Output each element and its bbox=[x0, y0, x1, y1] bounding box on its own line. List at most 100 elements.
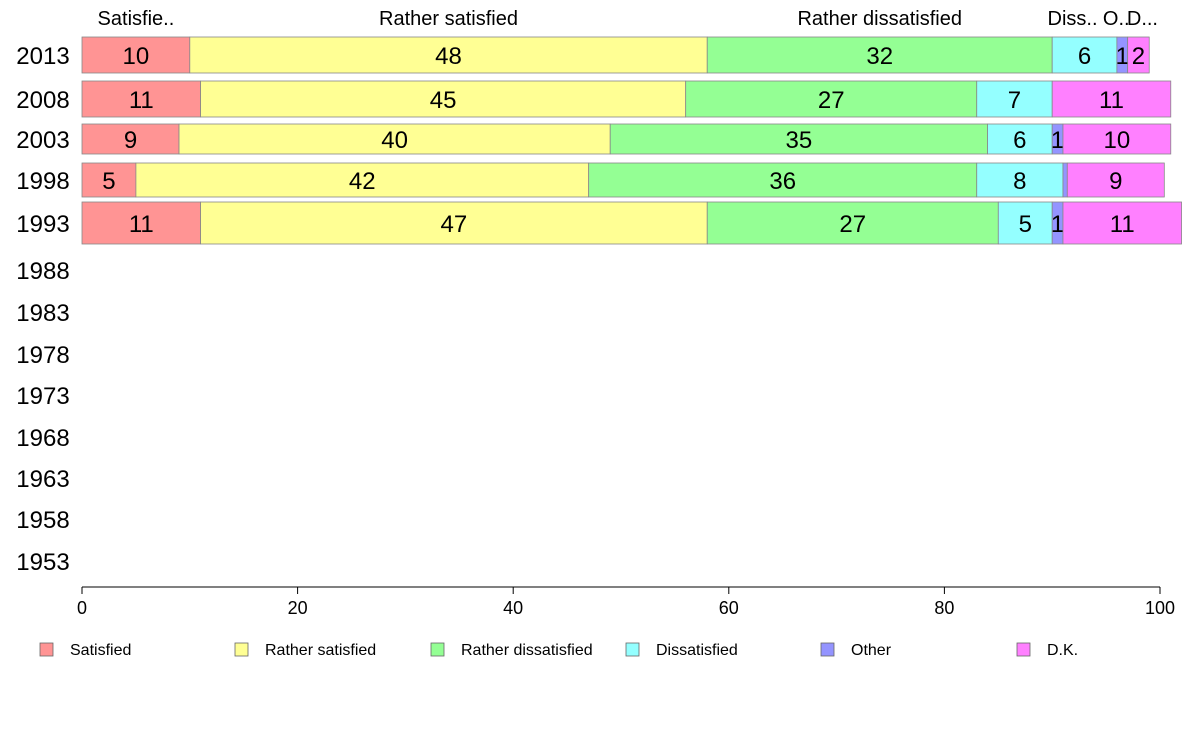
legend-swatch bbox=[234, 642, 249, 657]
bar-segment bbox=[1062, 201, 1182, 245]
bar-segment bbox=[997, 201, 1053, 245]
top-column-label: Rather dissatisfied bbox=[797, 8, 962, 30]
bar-segment bbox=[200, 201, 708, 245]
year-axis-labels: 2013 2008 2003 1998 1993 1988 1983 1978 1973 1968… bbox=[16, 43, 69, 576]
legend-label: Rather dissatisfied bbox=[461, 642, 593, 659]
top-column-labels: Satisfie.. Rather satisfied Rather dissati… bbox=[98, 8, 1158, 30]
segment-value-label: 48 bbox=[435, 43, 462, 70]
bar-segment bbox=[81, 162, 137, 198]
legend-item: Satisfied bbox=[39, 642, 131, 659]
legend-swatch bbox=[820, 642, 835, 657]
top-column-label: D... bbox=[1127, 8, 1158, 30]
segment-value-label: 1 bbox=[1051, 127, 1064, 154]
bar-segment bbox=[81, 80, 201, 118]
year-label: 1988 bbox=[16, 258, 69, 285]
bar-segment bbox=[1062, 162, 1068, 198]
year-label: 1968 bbox=[16, 425, 69, 452]
segment-value-label: 9 bbox=[1109, 168, 1122, 195]
bar-segment bbox=[1127, 36, 1150, 74]
x-tick-label: 100 bbox=[1145, 598, 1175, 618]
legend-item: Rather satisfied bbox=[234, 642, 376, 659]
legend-item: D.K. bbox=[1016, 642, 1078, 659]
segment-value-label: 47 bbox=[441, 211, 468, 238]
x-tick-label: 80 bbox=[934, 598, 954, 618]
bar-segment bbox=[81, 123, 180, 155]
year-label: 2008 bbox=[16, 87, 69, 114]
bar-row: 10 48 32 6 1 2 bbox=[81, 36, 1150, 74]
legend-item: Rather dissatisfied bbox=[430, 642, 593, 659]
bar-segment bbox=[178, 123, 611, 155]
bar-segment bbox=[976, 80, 1053, 118]
bar-segment bbox=[1066, 162, 1165, 198]
segment-value-label: 10 bbox=[123, 43, 150, 70]
x-tick-label: 0 bbox=[77, 598, 87, 618]
segment-value-label: 11 bbox=[1099, 87, 1124, 114]
segment-value-label: 11 bbox=[1110, 211, 1135, 238]
segment-value-label: 2 bbox=[1132, 43, 1145, 70]
year-label: 2013 bbox=[16, 43, 69, 70]
top-column-label: Satisfie.. bbox=[98, 8, 175, 30]
legend-item: Dissatisfied bbox=[625, 642, 738, 659]
legend: Satisfied Rather satisfied Rather dissatis… bbox=[39, 642, 1078, 659]
bar-segment bbox=[200, 80, 687, 118]
year-label: 1998 bbox=[16, 168, 69, 195]
legend-swatch bbox=[430, 642, 445, 657]
bar-segment bbox=[1051, 80, 1172, 118]
segment-value-label: 11 bbox=[129, 87, 154, 114]
segment-value-label: 8 bbox=[1013, 168, 1026, 195]
legend-swatch bbox=[625, 642, 640, 657]
segment-value-label: 27 bbox=[839, 211, 866, 238]
bar-row: 11 47 27 5 1 11 bbox=[81, 201, 1182, 245]
segment-value-label: 10 bbox=[1104, 127, 1131, 154]
year-label: 1978 bbox=[16, 342, 69, 369]
legend-swatch bbox=[1016, 642, 1031, 657]
segment-value-label: 42 bbox=[349, 168, 376, 195]
year-label: 1983 bbox=[16, 300, 69, 327]
bar-segment bbox=[609, 123, 988, 155]
segment-value-label: 7 bbox=[1008, 87, 1021, 114]
segment-value-label: 35 bbox=[786, 127, 813, 154]
x-tick-label: 60 bbox=[719, 598, 739, 618]
legend-swatch bbox=[39, 642, 54, 657]
legend-label: Other bbox=[851, 642, 892, 659]
bar-segment bbox=[81, 36, 191, 74]
segment-value-label: 5 bbox=[1019, 211, 1032, 238]
segment-value-label: 40 bbox=[381, 127, 408, 154]
x-tick-label: 20 bbox=[288, 598, 308, 618]
segment-value-label: 9 bbox=[124, 127, 137, 154]
segment-value-label: 6 bbox=[1078, 43, 1091, 70]
segment-value-label: 1 bbox=[1116, 43, 1129, 70]
segment-value-label: 32 bbox=[866, 43, 893, 70]
top-column-label: O.. bbox=[1103, 8, 1130, 30]
segment-value-label: 45 bbox=[430, 87, 457, 114]
year-label: 1993 bbox=[16, 211, 69, 238]
year-label: 1963 bbox=[16, 466, 69, 493]
x-tick-label: 40 bbox=[503, 598, 523, 618]
legend-label: Dissatisfied bbox=[656, 642, 738, 659]
year-label: 2003 bbox=[16, 127, 69, 154]
bar-segment bbox=[706, 36, 1053, 74]
segment-value-label: 36 bbox=[769, 168, 796, 195]
top-column-label: Diss.. bbox=[1048, 8, 1098, 30]
year-label: 1958 bbox=[16, 507, 69, 534]
bar-segment bbox=[1062, 123, 1172, 155]
legend-label: Rather satisfied bbox=[265, 642, 376, 659]
segment-value-label: 27 bbox=[818, 87, 845, 114]
x-axis: 0 20 40 60 80 100 bbox=[77, 586, 1175, 618]
bar-row: 11 45 27 7 11 bbox=[81, 80, 1172, 118]
bars: 10 48 32 6 1 211 45 27 7 119 40 35 6 1 105 42 36 8 911 47 27… bbox=[81, 36, 1182, 245]
bar-segment bbox=[685, 80, 978, 118]
bar-segment bbox=[189, 36, 708, 74]
legend-label: D.K. bbox=[1047, 642, 1078, 659]
bar-segment bbox=[81, 201, 201, 245]
segment-value-label: 1 bbox=[1051, 211, 1064, 238]
bar-segment bbox=[135, 162, 590, 198]
segment-value-label: 11 bbox=[129, 211, 154, 238]
legend-label: Satisfied bbox=[70, 642, 131, 659]
bar-segment bbox=[706, 201, 999, 245]
bar-row: 9 40 35 6 1 10 bbox=[81, 123, 1172, 155]
year-label: 1953 bbox=[16, 549, 69, 576]
segment-value-label: 5 bbox=[102, 168, 115, 195]
segment-value-label: 6 bbox=[1013, 127, 1026, 154]
